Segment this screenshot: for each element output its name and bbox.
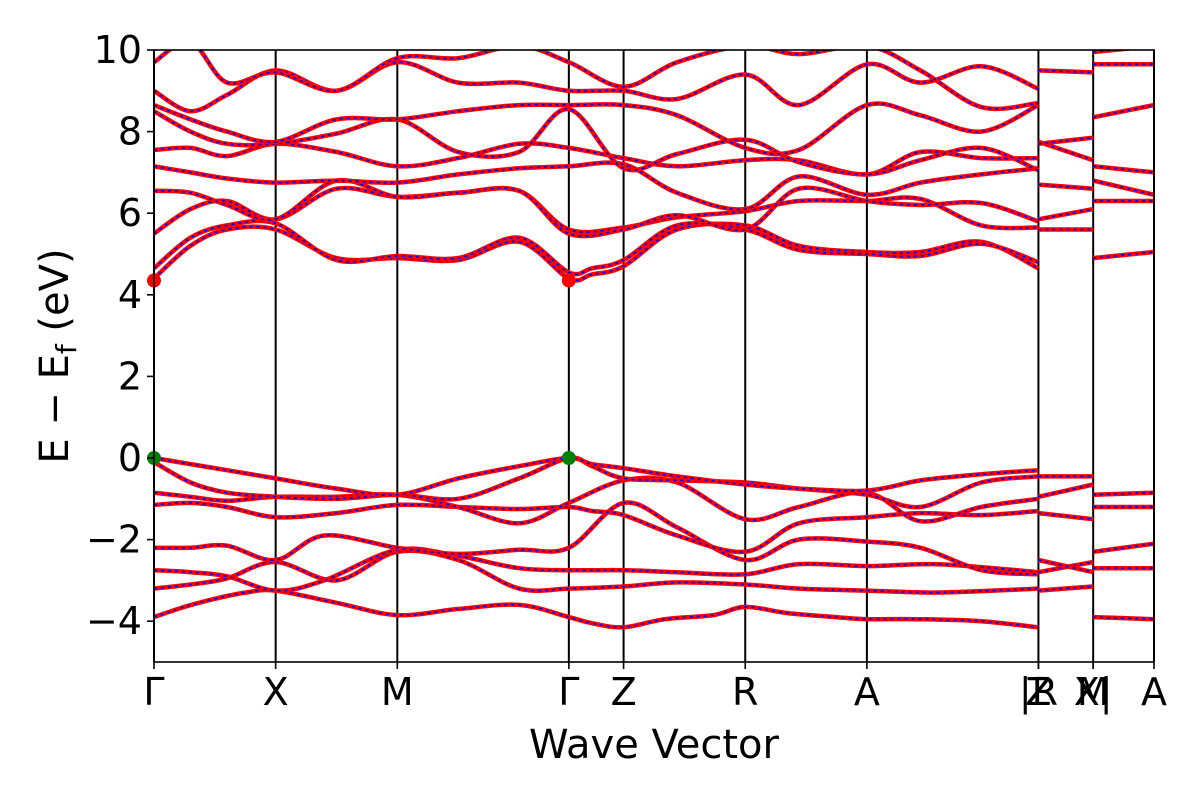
- band-line-blue-dashed: [1093, 165, 1154, 174]
- y-tick-label: −2: [86, 518, 142, 562]
- x-tick-label: |R: [1019, 670, 1058, 715]
- band-line-blue-dashed: [154, 456, 1039, 509]
- band-line-blue-dashed: [154, 549, 1039, 594]
- band-line-blue-dashed: [154, 457, 1039, 496]
- band-line-blue-dashed: [1038, 585, 1094, 592]
- band-line-blue-dashed: [1038, 512, 1094, 521]
- band-line-blue-dashed: [154, 187, 1039, 235]
- band-line-blue-dashed: [154, 102, 1039, 155]
- x-tick-label: X|: [1074, 670, 1113, 715]
- y-axis-label-main: E − E: [32, 354, 78, 464]
- band-lines: [154, 50, 1154, 630]
- band-line-blue-dashed: [1038, 69, 1094, 74]
- x-tick-label: R: [732, 670, 758, 714]
- x-tick-label: Z: [1025, 670, 1051, 714]
- vbm-marker: [561, 451, 576, 465]
- band-line-blue-dashed: [1093, 616, 1154, 621]
- x-tick-label: Z: [611, 670, 637, 714]
- band-line-blue-dashed: [1038, 483, 1094, 498]
- plot-frame: [153, 49, 1155, 663]
- band-line-blue-dashed: [154, 61, 1039, 113]
- x-tick-label: X: [263, 670, 289, 714]
- band-edge-markers: [147, 273, 576, 465]
- x-tick-label: A: [854, 670, 880, 714]
- cbm-marker: [561, 273, 576, 288]
- x-tick-label: M: [1077, 670, 1110, 714]
- band-line-red: [1093, 50, 1136, 55]
- x-tick-label: A: [1141, 670, 1167, 714]
- band-line-blue-dashed: [1038, 559, 1094, 574]
- y-axis-label-unit: (eV): [32, 248, 78, 344]
- band-line-red: [154, 500, 1039, 577]
- band-line-red: [154, 50, 1039, 112]
- x-axis-ticks: Γ X M Γ Z R A Z|R X|M A: [143, 662, 1167, 715]
- y-tick-label: 10: [94, 28, 142, 72]
- y-axis-label-sub: f: [50, 343, 83, 354]
- band-line-red: [154, 141, 1039, 177]
- band-line-blue-dashed: [1093, 251, 1154, 259]
- y-axis-label: E − Ef (eV): [32, 248, 83, 463]
- band-line-blue-dashed: [1093, 179, 1154, 196]
- y-tick-label: 4: [118, 273, 142, 317]
- band-line-red: [154, 101, 1040, 157]
- band-line-blue-dashed: [1093, 491, 1154, 496]
- y-tick-label: 6: [118, 191, 142, 235]
- band-line-blue-dashed: [1038, 140, 1094, 162]
- x-tick-label: Γ: [558, 670, 579, 714]
- x-tick-label: M: [381, 670, 414, 714]
- band-line-red: [154, 587, 1039, 630]
- y-tick-label: 2: [118, 354, 142, 398]
- band-line-blue-dashed: [1038, 183, 1094, 190]
- band-line-blue-dashed: [1093, 542, 1154, 553]
- band-line-blue-dashed: [154, 501, 1039, 553]
- band-line-blue-dashed: [154, 108, 1039, 176]
- band-line-blue-dashed: [1038, 136, 1094, 145]
- band-line-red: [1037, 206, 1094, 222]
- band-line-blue-dashed: [154, 142, 1039, 176]
- band-line-blue-dashed: [154, 589, 1039, 629]
- band-line-blue-dashed: [1093, 104, 1154, 119]
- y-tick-label: −4: [86, 599, 142, 643]
- y-tick-label: 8: [118, 110, 142, 154]
- band-line-blue-dashed: [154, 547, 1039, 592]
- y-axis-ticks: −4 −2 0 2 4 6 8 10: [86, 28, 154, 643]
- band-line-blue-dashed: [154, 161, 1039, 211]
- x-tick-label: Γ: [143, 670, 164, 714]
- band-line-blue-dashed: [154, 219, 1039, 276]
- band-line-red: [154, 177, 1040, 239]
- x-axis-label: Wave Vector: [529, 722, 780, 768]
- y-tick-label: 0: [118, 436, 142, 480]
